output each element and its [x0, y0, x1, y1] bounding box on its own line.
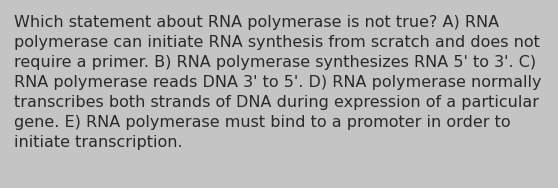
Text: Which statement about RNA polymerase is not true? A) RNA
polymerase can initiate: Which statement about RNA polymerase is …: [14, 15, 541, 150]
